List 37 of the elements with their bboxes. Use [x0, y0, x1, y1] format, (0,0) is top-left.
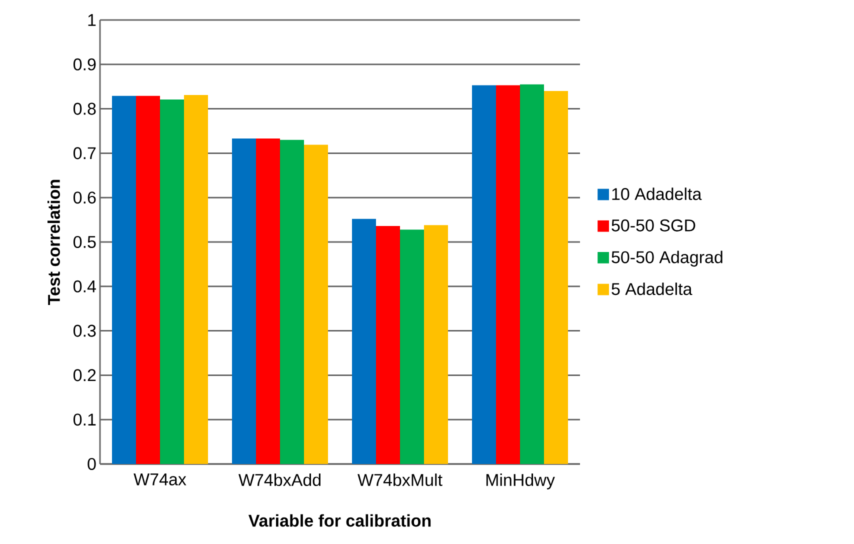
- bar: [112, 96, 136, 464]
- x-tick-label: MinHdwy: [486, 474, 555, 490]
- bar: [544, 91, 568, 464]
- y-tick-label: 0.6: [73, 192, 96, 204]
- y-tick-label: 0.2: [73, 369, 96, 382]
- legend-label: 10 Adadelta: [612, 188, 702, 200]
- bar: [184, 95, 208, 464]
- x-tick-label: W74bxAdd: [238, 474, 320, 486]
- y-tick-label: 0.3: [73, 324, 96, 337]
- y-tick-label: 0.8: [73, 102, 96, 115]
- x-tick-label: W74bxMult: [358, 474, 442, 486]
- bar: [280, 140, 304, 464]
- y-tick-label: 0.5: [73, 236, 96, 248]
- y-tick-label: 1: [88, 14, 96, 26]
- bar: [496, 85, 520, 464]
- x-axis-title: Variable for calibration: [248, 514, 431, 527]
- bar: [160, 99, 184, 464]
- bar: [400, 230, 424, 464]
- y-axis-title: Test correlation: [47, 180, 60, 305]
- x-tick-label: W74ax: [134, 474, 186, 486]
- bar: [472, 85, 496, 464]
- legend-label: 5 Adadelta: [612, 282, 692, 296]
- y-tick-label: 0.9: [73, 58, 96, 70]
- y-tick-label: 0.1: [73, 414, 96, 426]
- legend-label: 50-50 Adagrad: [612, 250, 722, 267]
- bar: [520, 84, 544, 464]
- bar: [232, 138, 256, 464]
- bar: [256, 138, 280, 464]
- y-tick-label: 0: [88, 458, 96, 470]
- bar: [376, 226, 400, 464]
- bar: [304, 144, 328, 464]
- legend-label: 50-50 SGD: [612, 219, 696, 232]
- bar: [424, 225, 448, 464]
- y-tick-label: 0.4: [73, 280, 96, 292]
- y-tick-label: 0.7: [73, 147, 96, 160]
- bar: [352, 218, 376, 464]
- bar: [136, 96, 160, 464]
